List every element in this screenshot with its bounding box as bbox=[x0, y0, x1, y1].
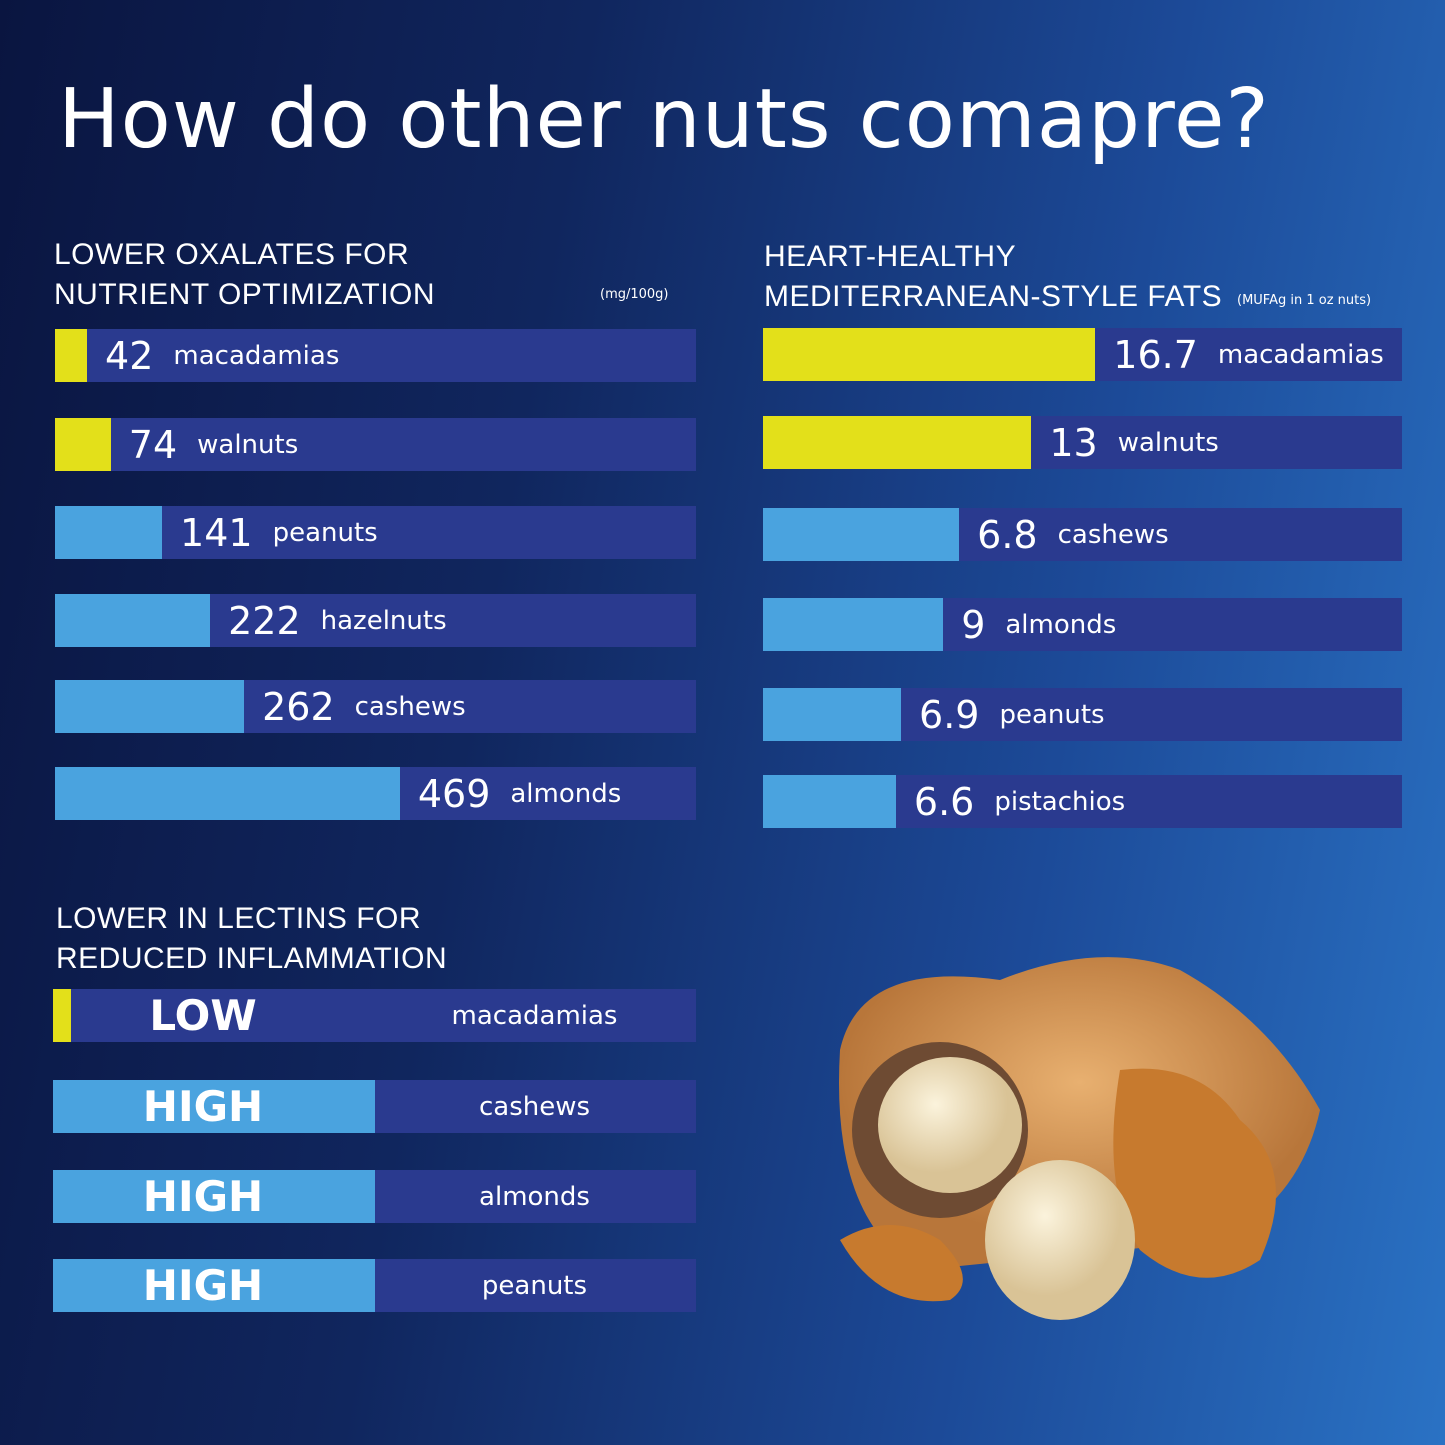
bar-row-cashews: 262 cashews bbox=[55, 680, 696, 733]
fats-unit: (MUFAg in 1 oz nuts) bbox=[1237, 293, 1372, 308]
bar-row-macadamias: 16.7 macadamias bbox=[763, 328, 1402, 381]
bar-value: HIGH bbox=[142, 1261, 264, 1310]
bar-fill bbox=[763, 775, 896, 828]
bar-fill bbox=[55, 680, 245, 733]
bar-row-macadamias: LOW macadamias bbox=[53, 989, 696, 1042]
bar-row-peanuts: 6.9 peanuts bbox=[763, 688, 1402, 741]
bar-value: 13 bbox=[1049, 420, 1098, 465]
bar-fill bbox=[763, 688, 902, 741]
bar-fill bbox=[763, 328, 1096, 381]
bar-label: peanuts bbox=[999, 699, 1105, 730]
bar-fill bbox=[53, 989, 71, 1042]
title-line: NUTRIENT OPTIMIZATION bbox=[54, 278, 436, 311]
bar-label: almonds bbox=[510, 778, 622, 809]
bar-label: walnuts bbox=[1117, 427, 1219, 458]
bar-fill bbox=[55, 506, 163, 559]
bar-fill bbox=[55, 767, 400, 820]
bar-row-pistachios: 6.6 pistachios bbox=[763, 775, 1402, 828]
title-line: HEART-HEALTHY bbox=[764, 240, 1017, 273]
bar-fill bbox=[55, 418, 111, 471]
bar-value: 74 bbox=[128, 422, 178, 467]
bar-label: cashews bbox=[354, 691, 466, 722]
bar-label: cashews bbox=[1057, 519, 1169, 550]
bar-value: HIGH bbox=[142, 1082, 264, 1131]
bar-fill bbox=[763, 416, 1032, 469]
bar-value: LOW bbox=[149, 991, 257, 1040]
bar-label: cashews bbox=[478, 1091, 591, 1122]
bar-fill bbox=[53, 1170, 375, 1223]
bar-label: macadamias bbox=[1217, 339, 1384, 370]
page-title: How do other nuts comapre? bbox=[58, 72, 1270, 167]
bar-value: 9 bbox=[961, 602, 986, 647]
bar-fill bbox=[55, 329, 88, 382]
title-line: REDUCED INFLAMMATION bbox=[56, 942, 448, 975]
bar-row-walnuts: 13 walnuts bbox=[763, 416, 1402, 469]
bar-label: pistachios bbox=[994, 786, 1126, 817]
bar-fill bbox=[53, 1080, 375, 1133]
bar-row-hazelnuts: 222 hazelnuts bbox=[55, 594, 696, 647]
bar-value: 262 bbox=[262, 684, 335, 729]
bar-row-almonds: 469 almonds bbox=[55, 767, 696, 820]
title-line: LOWER OXALATES FOR bbox=[54, 238, 410, 271]
nuts-image bbox=[839, 957, 1320, 1320]
bar-label: walnuts bbox=[197, 429, 299, 460]
bar-row-peanuts: 141 peanuts bbox=[55, 506, 696, 559]
bar-fill bbox=[53, 1259, 375, 1312]
oxalates-title: LOWER OXALATES FOR NUTRIENT OPTIMIZATION bbox=[54, 235, 435, 315]
oxalates-unit: (mg/100g) bbox=[600, 287, 669, 302]
bar-label: peanuts bbox=[272, 517, 378, 548]
bar-value: 6.6 bbox=[913, 779, 975, 824]
bar-value: HIGH bbox=[142, 1172, 264, 1221]
bar-value: 222 bbox=[228, 598, 301, 643]
bar-row-macadamias: 42 macadamias bbox=[55, 329, 696, 382]
title-line: MEDITERRANEAN-STYLE FATS bbox=[764, 280, 1223, 313]
bar-fill bbox=[763, 508, 960, 561]
bar-row-peanuts: HIGH peanuts bbox=[53, 1259, 696, 1312]
bar-label: almonds bbox=[1005, 609, 1117, 640]
bar-fill bbox=[55, 594, 211, 647]
bar-row-almonds: HIGH almonds bbox=[53, 1170, 696, 1223]
bar-label: hazelnuts bbox=[320, 605, 447, 636]
bar-label: peanuts bbox=[481, 1270, 588, 1301]
bar-value: 42 bbox=[105, 333, 154, 378]
title-line: LOWER IN LECTINS FOR bbox=[56, 902, 422, 935]
fats-title: HEART-HEALTHY MEDITERRANEAN-STYLE FATS bbox=[764, 237, 1222, 317]
bar-label: macadamias bbox=[451, 1000, 618, 1031]
bar-value: 6.9 bbox=[919, 692, 980, 737]
bar-label: macadamias bbox=[173, 340, 340, 371]
bar-row-cashews: 6.8 cashews bbox=[763, 508, 1402, 561]
bar-value: 469 bbox=[417, 771, 491, 816]
bar-value: 6.8 bbox=[977, 512, 1038, 557]
bar-row-almonds: 9 almonds bbox=[763, 598, 1402, 651]
bar-value: 16.7 bbox=[1113, 332, 1198, 377]
bar-row-walnuts: 74 walnuts bbox=[55, 418, 696, 471]
lectins-title: LOWER IN LECTINS FOR REDUCED INFLAMMATIO… bbox=[56, 899, 447, 979]
bar-row-cashews: HIGH cashews bbox=[53, 1080, 696, 1133]
bar-fill bbox=[763, 598, 944, 651]
bar-label: almonds bbox=[479, 1181, 590, 1212]
bar-value: 141 bbox=[180, 510, 253, 555]
